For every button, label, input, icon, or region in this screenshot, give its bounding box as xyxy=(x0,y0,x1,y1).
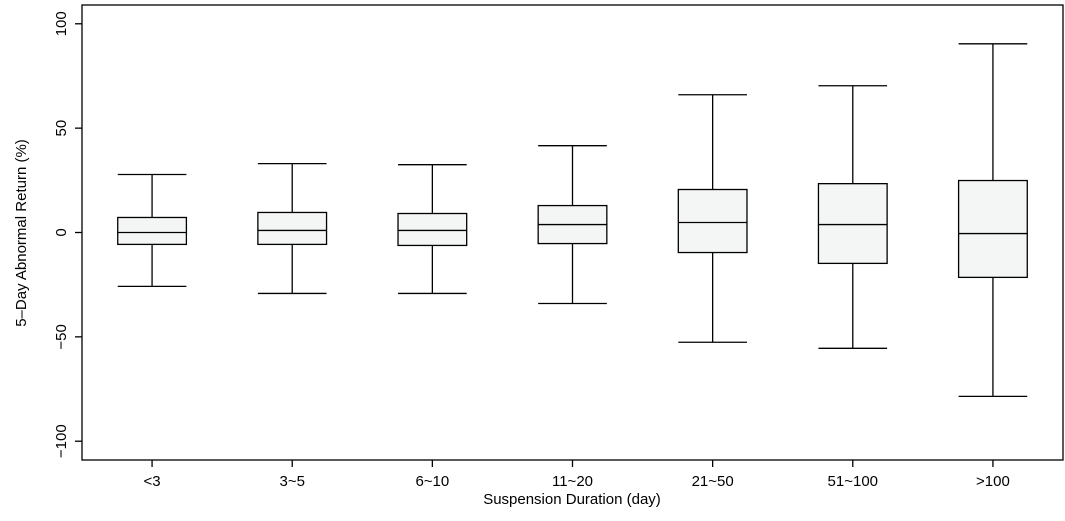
box xyxy=(957,179,1028,279)
box xyxy=(397,212,468,247)
y-tick-label: 50 xyxy=(53,120,70,137)
x-tick-label: 6~10 xyxy=(415,473,449,490)
x-tick-label: 51~100 xyxy=(828,473,878,490)
box xyxy=(817,183,888,265)
box xyxy=(257,211,328,246)
y-tick-label: 0 xyxy=(53,228,70,236)
y-tick-label: −50 xyxy=(53,324,70,349)
box xyxy=(117,216,188,246)
y-axis-label: 5–Day Abnormal Return (%) xyxy=(13,139,30,327)
x-tick-label: 11~20 xyxy=(552,473,593,490)
x-axis-label: Suspension Duration (day) xyxy=(483,491,661,508)
y-tick-label: 100 xyxy=(53,11,70,36)
box xyxy=(677,188,748,254)
x-tick-label: >100 xyxy=(976,473,1010,490)
x-tick-label: 3~5 xyxy=(279,473,304,490)
y-tick-label: −100 xyxy=(53,424,70,458)
x-tick-label: <3 xyxy=(144,473,161,490)
x-tick-label: 21~50 xyxy=(692,473,734,490)
